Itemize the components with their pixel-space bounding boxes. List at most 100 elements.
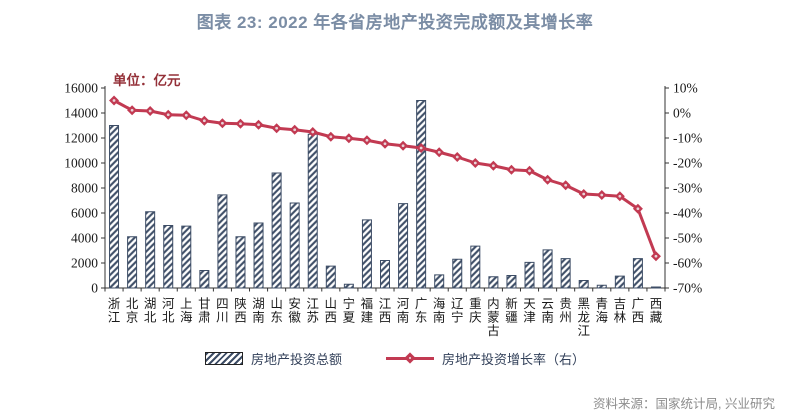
bar-上海 (181, 225, 192, 289)
x-label-安徽: 安徽 (288, 296, 301, 325)
x-label-广东: 广东 (415, 297, 428, 325)
bar-陕西 (235, 236, 246, 289)
data-point-center (636, 207, 640, 211)
data-point-center (184, 113, 188, 117)
bar-广西 (632, 258, 643, 289)
bar-甘肃 (199, 270, 210, 289)
x-label-福建: 福建 (361, 296, 374, 325)
x-label-山东: 山东 (270, 297, 283, 325)
line-diamond-swatch-icon (386, 352, 434, 364)
x-label-陕西: 陕西 (234, 296, 247, 325)
x-label-吉林: 吉林 (614, 297, 627, 325)
data-point-center (582, 192, 586, 196)
data-point-center (202, 119, 206, 123)
data-point-center (148, 109, 152, 113)
data-point-center (112, 99, 116, 102)
x-label-黑龙江: 黑龙江 (577, 297, 590, 338)
x-label-江苏: 江苏 (306, 297, 319, 325)
bar-series (109, 100, 661, 289)
data-point-center (293, 128, 297, 132)
data-point-center (347, 136, 351, 140)
data-point-center (383, 142, 387, 146)
x-label-辽宁: 辽宁 (451, 297, 464, 325)
data-point-center (130, 108, 134, 112)
legend-line-label: 房地产投资增长率（右） (442, 351, 586, 367)
x-label-内蒙古: 内蒙古 (487, 297, 500, 338)
left-tick-label: 0 (91, 281, 98, 296)
bar-贵州 (560, 258, 571, 289)
x-label-西藏: 西藏 (650, 297, 663, 325)
x-label-云南: 云南 (541, 297, 554, 325)
source-note: 资料来源：国家统计局, 兴业研究 (593, 397, 775, 411)
unit-axis-label: 单位：亿元 (113, 73, 181, 88)
bar-河南 (398, 203, 409, 289)
legend-bar-label: 房地产投资总额 (250, 351, 342, 367)
legend-item-growth: 房地产投资增长率（右） (386, 349, 585, 368)
x-label-新疆: 新疆 (505, 296, 518, 325)
bar-广东 (416, 100, 427, 289)
x-label-北京: 北京 (126, 297, 139, 325)
chart-title: 图表 23: 2022 年各省房地产投资完成额及其增长率 (196, 13, 594, 32)
right-tick-label: 10% (673, 81, 698, 96)
bar-江西 (380, 260, 390, 289)
data-point-center (491, 164, 495, 168)
x-label-海南: 海南 (433, 296, 446, 325)
x-label-广西: 广西 (632, 297, 645, 325)
data-point-center (437, 150, 441, 154)
left-tick-label: 4000 (71, 231, 98, 246)
bar-辽宁 (452, 258, 463, 289)
data-point-center (257, 123, 260, 127)
bar-山西 (325, 265, 336, 289)
data-point-center (166, 113, 170, 117)
data-point-center (654, 254, 658, 258)
right-tick-label: -40% (673, 206, 702, 221)
data-point-center (365, 138, 369, 142)
bar-海南 (434, 274, 445, 289)
bar-四川 (217, 194, 228, 289)
bar-山东 (271, 172, 282, 289)
bar-福建 (361, 219, 372, 289)
right-tick-label: -70% (673, 281, 702, 296)
line-series (109, 95, 661, 262)
data-point-center (564, 183, 568, 187)
left-tick-label: 6000 (71, 206, 98, 221)
x-label-四川: 四川 (216, 297, 229, 325)
x-label-青海: 青海 (596, 297, 609, 325)
bar-江苏 (307, 133, 318, 289)
x-label-山西: 山西 (325, 297, 338, 325)
x-label-天津: 天津 (523, 297, 536, 325)
bar-安徽 (289, 202, 300, 289)
data-point-center (221, 121, 224, 125)
data-point-center (473, 161, 477, 165)
data-point-center (419, 146, 423, 150)
data-point-center (455, 155, 459, 159)
bar-重庆 (470, 245, 481, 289)
bar-湖北 (145, 211, 156, 289)
x-label-浙江: 浙江 (108, 296, 121, 325)
left-tick-label: 10000 (64, 156, 98, 171)
left-tick-label: 16000 (64, 81, 98, 96)
axis-labels: 0 2000 4000 6000 8000 10000 12000 14000 16000 10%… (64, 81, 702, 339)
x-label-湖北: 湖北 (144, 296, 157, 325)
legend: 房地产投资总额 房地产投资增长率（右） (0, 348, 790, 368)
right-tick-label: 0% (673, 106, 691, 121)
data-point-center (311, 130, 315, 134)
data-point-center (546, 178, 549, 182)
chart-canvas: 0 2000 4000 6000 8000 10000 12000 14000 16000 10%… (64, 81, 702, 339)
data-point-center (528, 169, 531, 173)
legend-item-investment: 房地产投资总额 (204, 349, 342, 368)
bar-西藏 (650, 286, 661, 289)
left-tick-label: 12000 (64, 131, 98, 146)
data-point-center (618, 194, 622, 198)
data-point-center (510, 168, 513, 172)
x-label-重庆: 重庆 (469, 296, 482, 325)
right-tick-label: -20% (673, 156, 702, 171)
x-label-贵州: 贵州 (559, 297, 572, 325)
right-tick-label: -30% (673, 181, 702, 196)
x-label-甘肃: 甘肃 (198, 297, 211, 325)
right-tick-label: -50% (673, 231, 702, 246)
data-point-center (275, 126, 279, 130)
left-tick-label: 14000 (64, 106, 98, 121)
bar-浙江 (109, 125, 120, 289)
